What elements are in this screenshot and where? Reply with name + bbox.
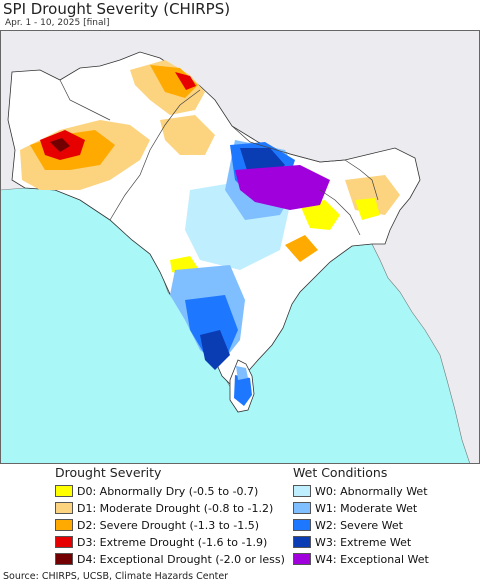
- drought-map: [0, 30, 480, 464]
- legend: Drought Severity Wet Conditions D0: Abno…: [0, 464, 480, 568]
- w3-patch-south: [200, 330, 230, 370]
- legend-item-d1: D1: Moderate Drought (-0.8 to -1.2): [55, 500, 273, 516]
- drought-legend-heading: Drought Severity: [55, 465, 162, 480]
- d0-patch-east: [300, 200, 340, 230]
- legend-item-w4: W4: Exceptional Wet: [293, 551, 429, 567]
- w1-patch-srilanka: [236, 366, 248, 380]
- legend-label-d2: D2: Severe Drought (-1.3 to -1.5): [77, 518, 260, 532]
- d4-patch-west: [50, 138, 70, 152]
- legend-label-d3: D3: Extreme Drought (-1.6 to -1.9): [77, 535, 268, 549]
- legend-item-d0: D0: Abnormally Dry (-0.5 to -0.7): [55, 483, 258, 499]
- legend-item-w1: W1: Moderate Wet: [293, 500, 417, 516]
- legend-label-w3: W3: Extreme Wet: [315, 535, 412, 549]
- legend-item-w3: W3: Extreme Wet: [293, 534, 411, 550]
- map-title: SPI Drought Severity (CHIRPS): [3, 0, 231, 18]
- d2-patch-east: [285, 235, 318, 262]
- legend-label-w0: W0: Abnormally Wet: [315, 484, 428, 498]
- legend-label-d0: D0: Abnormally Dry (-0.5 to -0.7): [77, 484, 259, 498]
- w0-swatch: [293, 485, 311, 497]
- legend-label-w4: W4: Exceptional Wet: [315, 552, 429, 566]
- d3-patch-north: [175, 72, 196, 90]
- w4-patch-gangetic: [235, 165, 330, 210]
- source-credit: Source: CHIRPS, UCSB, Climate Hazards Ce…: [3, 571, 229, 582]
- wet-legend-heading: Wet Conditions: [293, 465, 388, 480]
- legend-label-d4: D4: Exceptional Drought (-2.0 or less): [77, 552, 285, 566]
- legend-label-w2: W2: Severe Wet: [315, 518, 403, 532]
- d2-swatch: [55, 519, 73, 531]
- d1-swatch: [55, 502, 73, 514]
- d3-swatch: [55, 536, 73, 548]
- w2-patch-srilanka: [234, 375, 252, 406]
- d4-swatch: [55, 553, 73, 565]
- map-subtitle: Apr. 1 - 10, 2025 [final]: [5, 18, 110, 28]
- legend-label-w1: W1: Moderate Wet: [315, 501, 418, 515]
- legend-item-d2: D2: Severe Drought (-1.3 to -1.5): [55, 517, 259, 533]
- w4-swatch: [293, 553, 311, 565]
- d0-patch-northeast: [355, 198, 380, 220]
- w3-swatch: [293, 536, 311, 548]
- w1-swatch: [293, 502, 311, 514]
- d1-patch-central: [160, 115, 215, 155]
- country-borders: [59, 79, 379, 236]
- map-area: [0, 30, 480, 464]
- legend-item-w0: W0: Abnormally Wet: [293, 483, 428, 499]
- legend-item-w2: W2: Severe Wet: [293, 517, 403, 533]
- legend-item-d3: D3: Extreme Drought (-1.6 to -1.9): [55, 534, 267, 550]
- drought-patches: [20, 60, 400, 276]
- wet-patches: [170, 140, 330, 406]
- legend-item-d4: D4: Exceptional Drought (-2.0 or less): [55, 551, 285, 567]
- w2-swatch: [293, 519, 311, 531]
- legend-label-d1: D1: Moderate Drought (-0.8 to -1.2): [77, 501, 274, 515]
- d0-swatch: [55, 485, 73, 497]
